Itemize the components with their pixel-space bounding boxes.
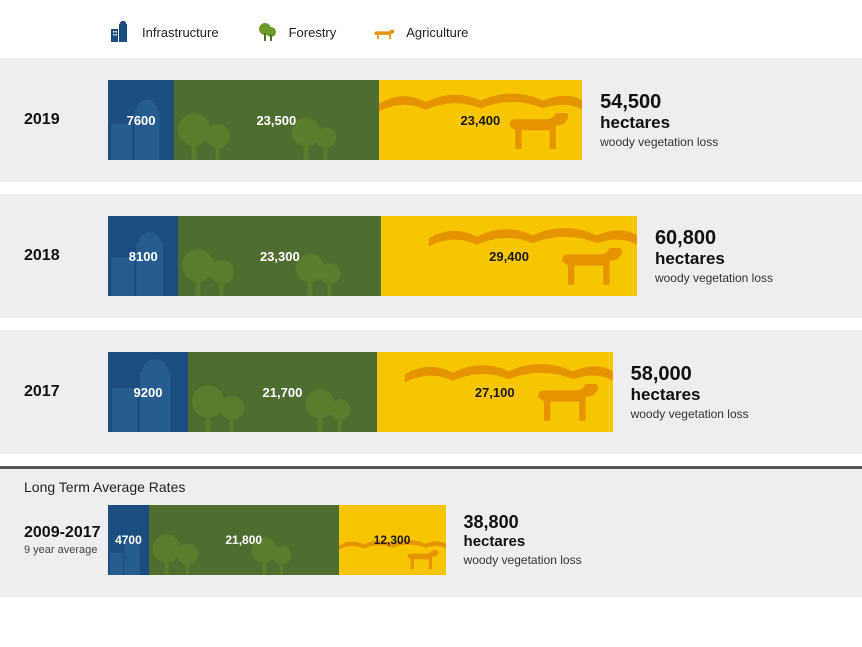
stacked-bar: 8100 23,300 29,400	[108, 216, 637, 296]
row-totals: 54,500hectares woody vegetation loss	[582, 92, 742, 149]
building-icon	[108, 20, 132, 44]
year-label: 2019	[24, 111, 108, 129]
segment-forestry: 23,500	[174, 80, 378, 160]
total-unit: hectares	[600, 113, 670, 132]
segment-agriculture-value: 27,100	[475, 385, 515, 400]
total-unit: hectares	[631, 385, 701, 404]
row-totals: 58,000hectares woody vegetation loss	[613, 364, 773, 421]
legend-item-infrastructure: Infrastructure	[108, 20, 219, 44]
lta-total-value: 38,800	[464, 512, 519, 532]
total-desc: woody vegetation loss	[655, 271, 797, 285]
segment-forestry-value: 23,500	[256, 113, 296, 128]
total-unit: hectares	[655, 249, 725, 268]
lta-year: 2009-2017	[24, 524, 101, 541]
legend: Infrastructure Forestry Agriculture	[0, 0, 862, 58]
lta-heading: Long Term Average Rates	[0, 466, 862, 495]
data-row: 2019 7600 23,500 23,400 54,500hectares woody …	[0, 58, 862, 182]
total-value: 58,000	[631, 363, 692, 385]
segment-infrastructure-value: 4700	[115, 533, 142, 547]
segment-infrastructure: 4700	[108, 505, 149, 575]
segment-forestry: 23,300	[178, 216, 381, 296]
lta-bar: 4700 21,800 12,300	[108, 505, 446, 575]
vegetation-loss-chart: Infrastructure Forestry Agriculture 2019…	[0, 0, 862, 597]
legend-label: Agriculture	[406, 25, 468, 40]
segment-agriculture-value: 12,300	[374, 533, 411, 547]
legend-item-forestry: Forestry	[255, 20, 337, 44]
segment-infrastructure-value: 9200	[134, 385, 163, 400]
segment-infrastructure-value: 8100	[129, 249, 158, 264]
segment-infrastructure-value: 7600	[127, 113, 156, 128]
lta-total-desc: woody vegetation loss	[464, 553, 606, 567]
segment-forestry: 21,700	[188, 352, 377, 432]
segment-agriculture-value: 29,400	[489, 249, 529, 264]
legend-label: Infrastructure	[142, 25, 219, 40]
lta-year-sub: 9 year average	[24, 544, 108, 556]
total-desc: woody vegetation loss	[600, 135, 742, 149]
lta-totals: 38,800 hectares woody vegetation loss	[446, 513, 606, 567]
data-row: 2018 8100 23,300 29,400 60,800hectares woody …	[0, 194, 862, 318]
segment-agriculture-value: 23,400	[460, 113, 500, 128]
segment-agriculture: 12,300	[339, 505, 446, 575]
segment-agriculture: 23,400	[379, 80, 583, 160]
total-value: 54,500	[600, 91, 661, 113]
legend-item-agriculture: Agriculture	[372, 20, 468, 44]
lta-row: 2009-2017 9 year average 4700 21,800 12,30…	[0, 495, 862, 597]
segment-infrastructure: 7600	[108, 80, 174, 160]
cow-icon	[372, 20, 396, 44]
total-value: 60,800	[655, 227, 716, 249]
segment-agriculture: 29,400	[381, 216, 637, 296]
row-totals: 60,800hectares woody vegetation loss	[637, 228, 797, 285]
segment-forestry-value: 21,700	[263, 385, 303, 400]
segment-forestry: 21,800	[149, 505, 339, 575]
stacked-bar: 7600 23,500 23,400	[108, 80, 582, 160]
stacked-bar: 9200 21,700 27,100	[108, 352, 613, 432]
year-label: 2018	[24, 247, 108, 265]
legend-label: Forestry	[289, 25, 337, 40]
lta-year-label: 2009-2017 9 year average	[24, 524, 108, 556]
segment-agriculture: 27,100	[377, 352, 613, 432]
segment-forestry-value: 21,800	[225, 533, 262, 547]
data-row: 2017 9200 21,700 27,100 58,000hectares woody …	[0, 330, 862, 454]
tree-icon	[255, 20, 279, 44]
lta-total-unit: hectares	[464, 533, 526, 550]
segment-infrastructure: 9200	[108, 352, 188, 432]
total-desc: woody vegetation loss	[631, 407, 773, 421]
year-label: 2017	[24, 383, 108, 401]
segment-infrastructure: 8100	[108, 216, 178, 296]
segment-forestry-value: 23,300	[260, 249, 300, 264]
